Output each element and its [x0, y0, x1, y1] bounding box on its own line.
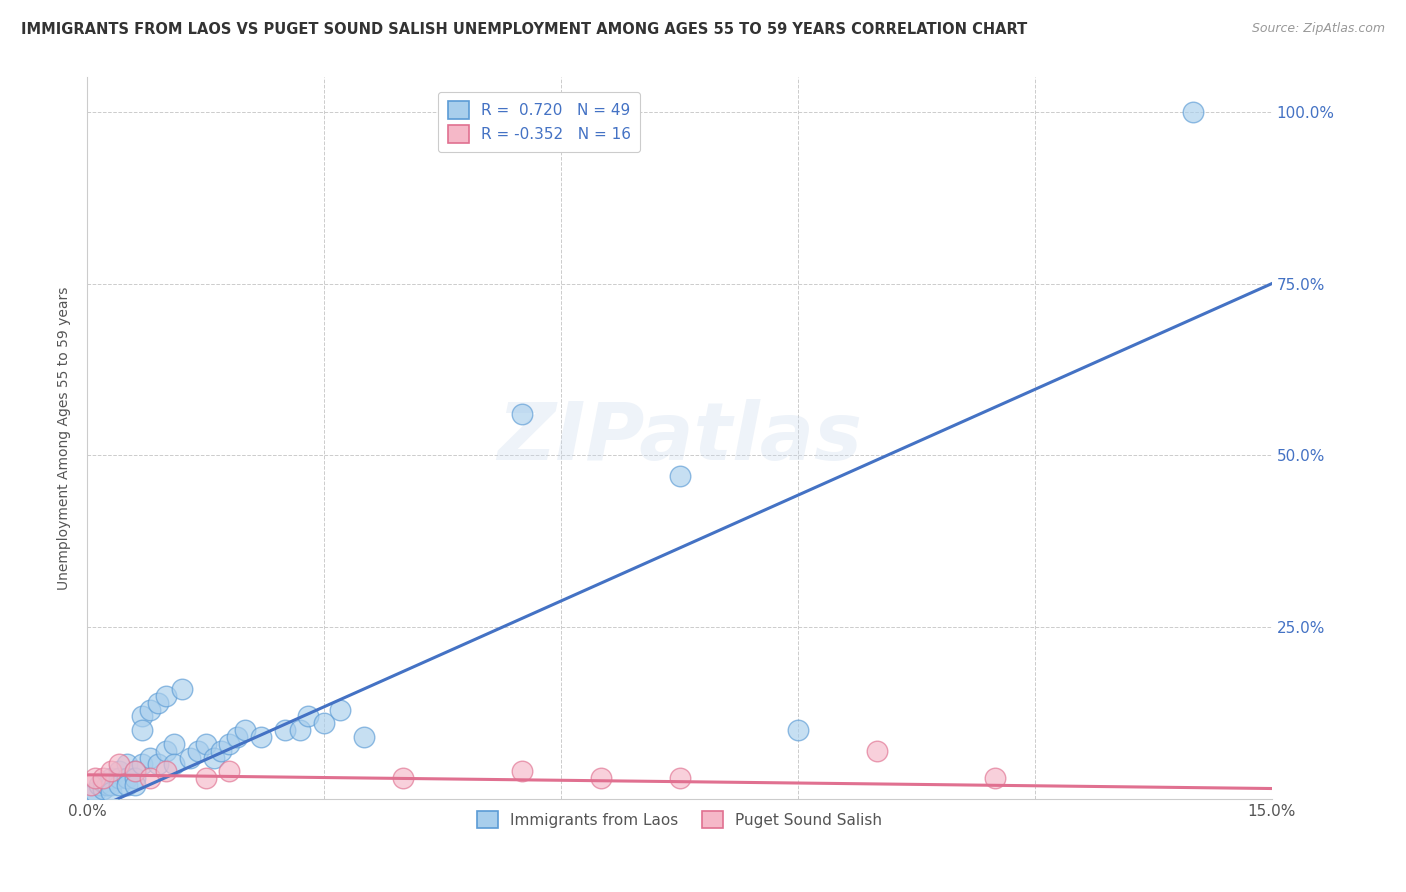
- Point: [107, 757, 129, 772]
- Point: [139, 771, 162, 785]
- Point: [91, 771, 114, 785]
- Point: [163, 737, 186, 751]
- Point: [273, 723, 295, 738]
- Point: [866, 744, 889, 758]
- Point: [100, 771, 122, 785]
- Point: [100, 764, 122, 779]
- Point: [202, 750, 225, 764]
- Point: [100, 778, 122, 792]
- Point: [170, 681, 193, 696]
- Point: [84, 771, 107, 785]
- Point: [179, 750, 201, 764]
- Point: [131, 709, 153, 723]
- Point: [984, 771, 1007, 785]
- Point: [139, 750, 162, 764]
- Point: [297, 709, 319, 723]
- Point: [115, 757, 138, 772]
- Text: Source: ZipAtlas.com: Source: ZipAtlas.com: [1251, 22, 1385, 36]
- Point: [148, 696, 170, 710]
- Point: [80, 789, 103, 803]
- Point: [148, 757, 170, 772]
- Point: [139, 702, 162, 716]
- Point: [209, 744, 232, 758]
- Point: [124, 764, 146, 779]
- Point: [80, 778, 103, 792]
- Point: [155, 764, 177, 779]
- Point: [668, 771, 690, 785]
- Point: [100, 785, 122, 799]
- Point: [131, 757, 153, 772]
- Point: [787, 723, 810, 738]
- Point: [115, 771, 138, 785]
- Point: [155, 689, 177, 703]
- Point: [131, 723, 153, 738]
- Point: [163, 757, 186, 772]
- Point: [233, 723, 256, 738]
- Legend: Immigrants from Laos, Puget Sound Salish: Immigrants from Laos, Puget Sound Salish: [471, 805, 889, 835]
- Point: [107, 778, 129, 792]
- Point: [107, 771, 129, 785]
- Point: [668, 469, 690, 483]
- Point: [96, 778, 118, 792]
- Point: [91, 781, 114, 796]
- Point: [194, 771, 217, 785]
- Point: [353, 730, 375, 744]
- Point: [87, 778, 110, 792]
- Point: [218, 764, 240, 779]
- Point: [124, 771, 146, 785]
- Point: [329, 702, 352, 716]
- Point: [187, 744, 209, 758]
- Point: [314, 716, 336, 731]
- Point: [194, 737, 217, 751]
- Point: [218, 737, 240, 751]
- Point: [589, 771, 612, 785]
- Point: [107, 764, 129, 779]
- Point: [124, 764, 146, 779]
- Point: [226, 730, 249, 744]
- Point: [155, 744, 177, 758]
- Text: ZIPatlas: ZIPatlas: [498, 399, 862, 477]
- Text: IMMIGRANTS FROM LAOS VS PUGET SOUND SALISH UNEMPLOYMENT AMONG AGES 55 TO 59 YEAR: IMMIGRANTS FROM LAOS VS PUGET SOUND SALI…: [21, 22, 1028, 37]
- Point: [115, 778, 138, 792]
- Point: [392, 771, 415, 785]
- Point: [84, 785, 107, 799]
- Point: [510, 407, 533, 421]
- Point: [250, 730, 273, 744]
- Point: [510, 764, 533, 779]
- Point: [91, 774, 114, 789]
- Point: [1181, 104, 1204, 119]
- Point: [124, 778, 146, 792]
- Point: [290, 723, 312, 738]
- Y-axis label: Unemployment Among Ages 55 to 59 years: Unemployment Among Ages 55 to 59 years: [58, 286, 72, 590]
